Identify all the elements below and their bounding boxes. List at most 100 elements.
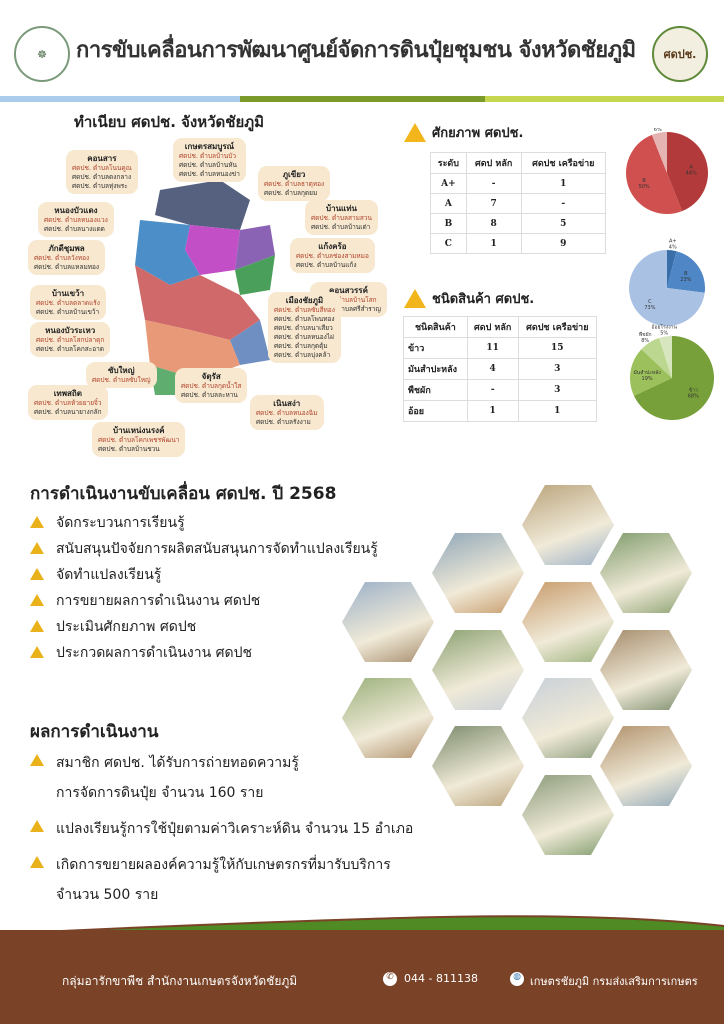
province-map	[135, 180, 275, 395]
center-item: ศดปช. ตำบลนาเสียว	[274, 324, 333, 332]
potential-heading: ศักยภาพ ศดปช.	[404, 122, 523, 143]
operation-item: ประเมินศักยภาพ ศดปช	[30, 614, 378, 640]
activity-photo	[522, 485, 614, 565]
slice-value: 68%	[688, 394, 699, 400]
phone-icon: ✆	[383, 972, 397, 986]
footer-org: กลุ่มอารักขาพืช สำนักงานเกษตรจังหวัดชัยภ…	[62, 974, 298, 988]
district-name: จัตุรัส	[201, 372, 221, 381]
center-item: ศดปช. ตำบลโคกสะอาด	[36, 345, 105, 353]
activity-photo	[600, 726, 692, 806]
district-name: ซับใหญ่	[108, 366, 135, 375]
slice-name: อ้อยโรงงาน	[651, 324, 677, 331]
center-item: ศดปช. ตำบลธาตุทอง	[264, 180, 325, 188]
table-cell: 5	[520, 213, 607, 234]
products-table: ชนิดสินค้า ศดป หลัก ศดปช เครือข่าย ข้าว 11 1…	[403, 316, 598, 422]
district-box: เทพสถิต ศดปช. ตำบลห้วยยายจิ๋ว ศดปช. ตำบลนา…	[28, 385, 108, 420]
map-title: ทำเนียบ ศดปช. จังหวัดชัยภูมิ	[74, 113, 265, 131]
center-item: ศดปช. ตำบลหนองไผ่	[274, 333, 334, 341]
center-item: ศดปช. ตำบลดงกลาง	[72, 173, 132, 181]
pie-label: พืชผัก 8%	[639, 331, 652, 344]
district-box: ภักดีชุมพล ศดปช. ตำบลวังทอง ศดปช. ตำบลแหลม…	[28, 240, 106, 275]
center-item: ศดปช. ตำบลซับใหญ่	[92, 376, 151, 384]
district-name: ภักดีชุมพล	[48, 244, 85, 253]
center-item: ศดปช. ตำบลบ้านเต่า	[311, 223, 371, 231]
slice-value: 23%	[680, 277, 691, 283]
district-name: เนินสง่า	[273, 399, 301, 408]
warning-icon	[30, 594, 44, 606]
center-item: ศดปช. ตำบลนายางกลัก	[34, 408, 102, 416]
table-cell: ข้าว	[403, 337, 468, 359]
products-heading: ชนิดสินค้า ศดปช.	[404, 288, 534, 309]
district-box: บ้านเหน่งนรงค์ ศดปช. ตำบลโคกเพชรพัฒนา ศดปช…	[92, 422, 186, 457]
table-cell: C	[430, 233, 467, 254]
table-row: ข้าว 11 15	[403, 337, 598, 359]
activity-photo	[522, 775, 614, 855]
table-cell: 9	[520, 233, 607, 254]
activity-photo	[432, 726, 524, 806]
table-cell: 8	[465, 213, 522, 234]
table-cell: -	[520, 193, 607, 214]
center-item: ศดปช. ตำบลสามสวน	[311, 214, 372, 222]
slice-value: 5%	[660, 331, 668, 337]
header-stripe-blue	[0, 96, 240, 102]
operation-text: จัดทำแปลงเรียนรู้	[56, 567, 162, 583]
footer-web[interactable]: เกษตรชัยภูมิ กรมส่งเสริมการเกษตร	[530, 975, 698, 988]
slice-name: B	[642, 178, 646, 184]
table-cell: 4	[466, 358, 519, 380]
center-item: ศดปช. ตำบลตลาดแร้ง	[36, 299, 100, 307]
table-row: พืชผัก -3	[403, 379, 598, 401]
pie-label: B 23%	[680, 271, 691, 283]
results-title: ผลการดำเนินงาน	[30, 722, 159, 742]
operation-text: สนับสนุนปัจจัยการผลิตสนับสนุนการจัดทำแปล…	[56, 541, 378, 557]
operation-item: จัดกระบวนการเรียนรู้	[30, 510, 378, 536]
district-box: หนองบัวระเหว ศดปช. ตำบลโสกปลาดุก ศดปช. ตำบ…	[30, 322, 111, 357]
table-cell: -	[466, 379, 519, 401]
pie-label: มันสำปะหลัง 19%	[633, 370, 661, 382]
slice-value: 8%	[641, 338, 649, 344]
pie-charts: A44%B50%C6%A+4%B23%C73%ข้าว68%มันสำปะหลั…	[626, 128, 714, 421]
center-item: ศดปช. ตำบลบ้านโสก	[316, 296, 377, 304]
table-row: A+ -1	[430, 173, 607, 194]
col-header: ศดปช เครือข่าย	[520, 152, 607, 174]
footer-phone[interactable]: 044 - 811138	[404, 972, 478, 985]
table-cell: 3	[517, 379, 598, 401]
pie-label: B 50%	[639, 178, 650, 190]
table-cell: 3	[517, 358, 598, 380]
table-cell: 15	[517, 337, 598, 359]
activity-photo	[432, 630, 524, 710]
pie-label: C6%	[654, 128, 662, 133]
operation-text: ประกวดผลการดำเนินงาน ศดปช	[56, 645, 252, 661]
pie-slice	[626, 134, 683, 214]
center-item: ศดปช. ตำบลบุ่งคล้า	[274, 351, 331, 359]
operation-item: การขยายผลการดำเนินงาน ศดปช	[30, 588, 378, 614]
table-cell: พืชผัก	[403, 379, 468, 401]
center-item: ศดปช. ตำบลทุ่งพระ	[72, 182, 128, 190]
warning-icon	[30, 820, 44, 832]
products-title: ชนิดสินค้า ศดปช.	[432, 292, 535, 307]
col-header: ศดป หลัก	[465, 152, 522, 174]
district-box: เกษตรสมบูรณ์ ศดปช. ตำบลบ้านบัว ศดปช. ตำบลบ…	[173, 138, 246, 182]
table-cell: A+	[430, 173, 467, 194]
district-name: เกษตรสมบูรณ์	[184, 142, 235, 151]
col-header: ชนิดสินค้า	[403, 316, 468, 338]
col-header: ระดับ	[430, 152, 467, 174]
operation-text: ประเมินศักยภาพ ศดปช	[56, 619, 197, 635]
pie-slice	[629, 250, 705, 326]
warning-icon	[30, 620, 44, 632]
table-cell: มันสำปะหลัง	[403, 358, 468, 380]
district-name: แก้งคร้อ	[318, 242, 347, 251]
header-stripe-green	[240, 96, 485, 102]
center-item: ศดปช. ตำบลหนองฉิม	[256, 409, 318, 417]
operations-title: การดำเนินงานขับเคลื่อน ศดปช. ปี 2568	[30, 484, 337, 504]
result-line: เกิดการขยายผลองค์ความรู้ให้กับเกษตรกรที่…	[56, 857, 391, 873]
potential-table: ระดับ ศดป หลัก ศดปช เครือข่าย A+ -1 A 7- B 8 5 C 1…	[430, 152, 607, 254]
district-name: คอนสาร	[87, 154, 117, 163]
center-item: ศดปช. ตำบลกุดน้ำใส	[181, 382, 242, 390]
warning-icon	[30, 568, 44, 580]
table-row: อ้อย 1 1	[403, 400, 598, 422]
operation-item: จัดทำแปลงเรียนรู้	[30, 562, 378, 588]
slice-value: 50%	[639, 184, 650, 190]
district-box: บ้านแท่น ศดปช. ตำบลสามสวน ศดปช. ตำบลบ้านเต…	[305, 200, 378, 235]
table-cell: 1	[520, 173, 607, 194]
district-name: หนองบัวแดง	[54, 206, 98, 215]
